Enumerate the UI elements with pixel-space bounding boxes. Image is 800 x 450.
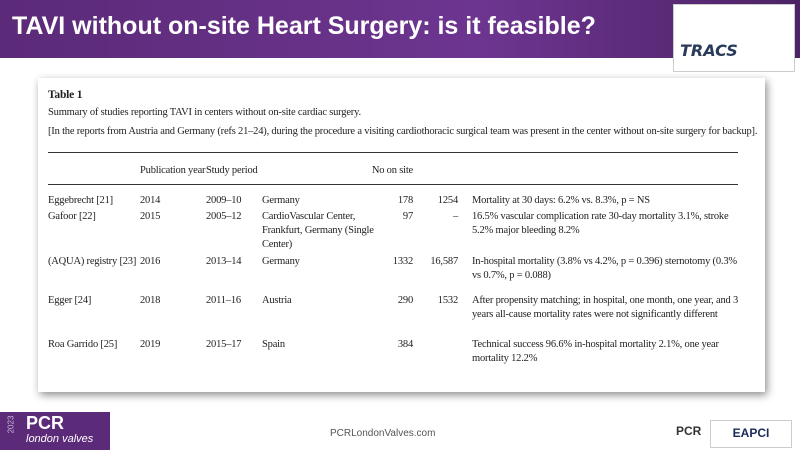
rule — [48, 184, 738, 185]
logo-text: TRACS — [680, 41, 738, 60]
header-bar: TAVI without on-site Heart Surgery: is i… — [0, 0, 800, 58]
table-caption: Summary of studies reporting TAVI in cen… — [48, 107, 361, 118]
column-header: Study period — [206, 165, 258, 176]
table-cell: Mortality at 30 days: 6.2% vs. 8.3%, p =… — [472, 195, 650, 206]
table-cell: 2014 — [140, 195, 161, 206]
table-cell: 2019 — [140, 339, 161, 350]
table-cell: 2015–17 — [206, 339, 242, 350]
table-cell: – — [452, 211, 458, 222]
table-cell: 2005–12 — [206, 211, 242, 222]
table-cell: 2015 — [140, 211, 161, 222]
table-cell: 2009–10 — [206, 195, 242, 206]
footer-year: 2023 — [6, 415, 16, 434]
footer-brand-sub: london valves — [26, 433, 94, 445]
table-cell: 2011–16 — [206, 295, 241, 306]
table-cell: Germany — [262, 195, 300, 206]
table-cell: 2013–14 — [206, 256, 242, 267]
table-cell: (AQUA) registry [23] — [48, 256, 137, 267]
footer-brand: 2023 PCR london valves — [0, 412, 110, 450]
table-caption: [In the reports from Austria and Germany… — [48, 126, 758, 137]
table-cell: 97 — [402, 211, 413, 222]
table-cell: 178 — [397, 195, 413, 206]
table-cell: Egger [24] — [48, 295, 92, 306]
footer-logo-pcr: PCR — [676, 424, 702, 438]
table-cell: 290 — [397, 295, 413, 306]
table-cell: 16.5% vascular complication rate 30-day … — [472, 211, 729, 236]
table-cell: Eggebrecht [21] — [48, 195, 113, 206]
table-cell: Spain — [262, 339, 285, 350]
footer-url: PCRLondonValves.com — [330, 428, 436, 439]
table-cell: Gafoor [22] — [48, 211, 96, 222]
table-cell: 384 — [397, 339, 413, 350]
footer-logo-eapci: EAPCI — [710, 420, 792, 448]
table-cell: 2016 — [140, 256, 161, 267]
table-panel: Table 1 Summary of studies reporting TAV… — [38, 78, 765, 392]
column-header: Publication year — [140, 165, 206, 176]
table-cell: 16,587 — [430, 256, 458, 267]
table-cell: In-hospital mortality (3.8% vs 4.2%, p =… — [472, 256, 737, 281]
slide-title: TAVI without on-site Heart Surgery: is i… — [12, 12, 596, 40]
column-header: No on site — [371, 165, 413, 176]
table-cell: Germany — [262, 256, 300, 267]
table-cell: Austria — [262, 295, 292, 306]
footer-brand-name: PCR — [26, 413, 65, 433]
table-cell: After propensity matching; in hospital, … — [472, 295, 739, 320]
tracs-logo: TRACS — [673, 4, 795, 72]
table-cell: 1532 — [437, 295, 458, 306]
table-cell: 2018 — [140, 295, 161, 306]
table-cell: Technical success 96.6% in-hospital mort… — [472, 339, 719, 364]
table-label: Table 1 — [48, 89, 83, 101]
rule — [48, 152, 738, 153]
table-cell: 1254 — [437, 195, 458, 206]
table-cell: CardioVascular Center, Frankfurt, German… — [262, 211, 374, 250]
table-cell: Roa Garrido [25] — [48, 339, 118, 350]
table-cell: 1332 — [392, 256, 413, 267]
